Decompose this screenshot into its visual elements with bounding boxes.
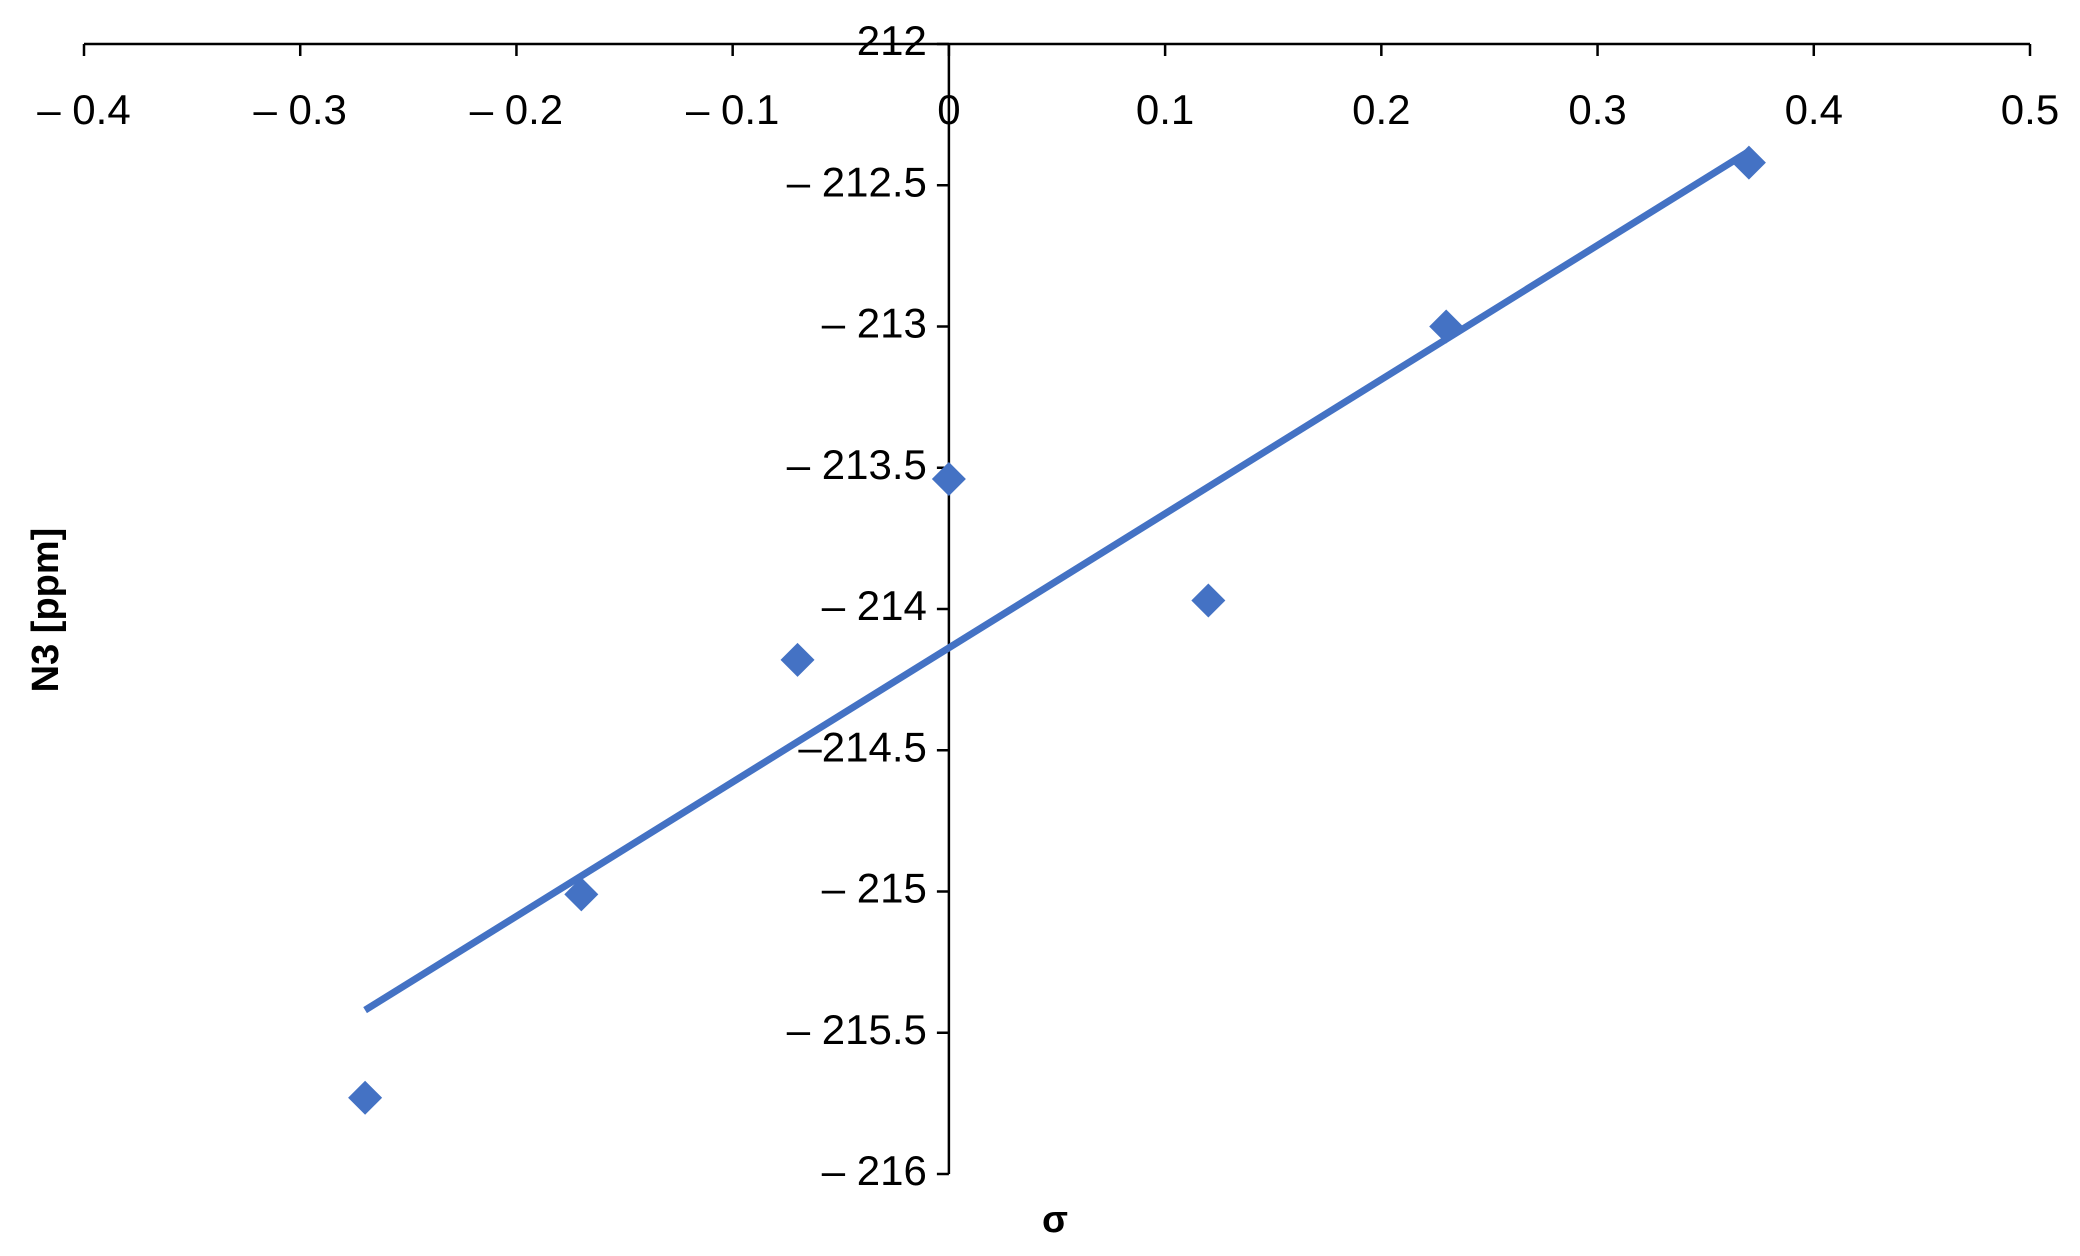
y-tick-label: – 213.5 xyxy=(787,441,927,488)
y-tick-label: – 212.5 xyxy=(787,158,927,205)
y-axis-title: N3 [ppm] xyxy=(25,528,67,693)
y-tick-label: – 215.5 xyxy=(787,1006,927,1053)
x-tick-label: – 0.4 xyxy=(37,86,130,133)
x-tick-label: 0.4 xyxy=(1785,86,1843,133)
data-point xyxy=(780,642,815,677)
x-tick-label: – 0.2 xyxy=(470,86,563,133)
trendline xyxy=(363,148,1751,1014)
y-tick-label: – 215 xyxy=(822,865,927,912)
y-tick-label: 212 xyxy=(857,17,927,64)
data-point xyxy=(1429,309,1464,344)
x-tick-label: 0 xyxy=(937,86,960,133)
x-tick-label: 0.1 xyxy=(1136,86,1194,133)
x-axis-title: σ xyxy=(1042,1199,1068,1241)
y-tick-label: – 214 xyxy=(822,582,927,629)
data-point xyxy=(348,1080,383,1115)
y-tick-label: – 216 xyxy=(822,1147,927,1194)
data-point xyxy=(931,462,966,497)
data-point xyxy=(1731,145,1766,180)
x-tick-label: 0.2 xyxy=(1352,86,1410,133)
y-tick-label: – 213 xyxy=(822,300,927,347)
x-tick-label: 0.3 xyxy=(1568,86,1626,133)
x-tick-label: – 0.3 xyxy=(254,86,347,133)
data-point xyxy=(564,877,599,912)
x-tick-label: – 0.1 xyxy=(686,86,779,133)
data-point xyxy=(1191,583,1226,618)
x-tick-label: 0.5 xyxy=(2001,86,2059,133)
